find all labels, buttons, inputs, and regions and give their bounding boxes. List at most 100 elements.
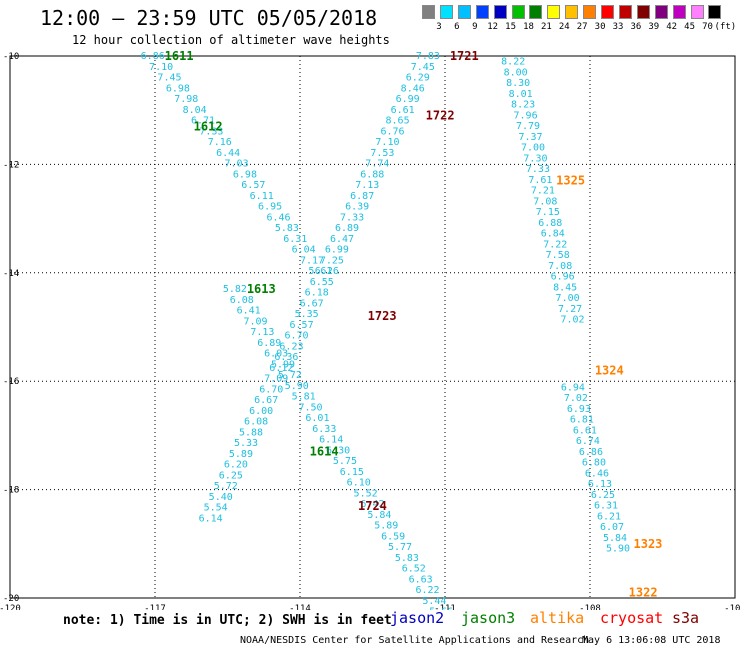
wave-height-value: 7.58: [546, 250, 570, 261]
wave-height-value: 6.29: [406, 73, 430, 84]
wave-height-value: 6.36: [274, 352, 298, 363]
wave-height-value: 7.79: [516, 121, 540, 132]
units-note: note: 1) Time is in UTC; 2) SWH is in fe…: [63, 613, 392, 628]
legend-item-altika: altika: [530, 609, 585, 627]
wave-height-value: 6.08: [230, 295, 254, 306]
wave-height-value: 7.09: [243, 316, 267, 327]
wave-height-value: 6.88: [360, 169, 384, 180]
wave-height-value: 6.46: [585, 468, 609, 479]
colorbar-swatch: [493, 5, 507, 19]
wave-height-value: 8.01: [509, 89, 533, 100]
wave-height-value: 6.11: [250, 191, 274, 202]
wave-height-value: 6.22: [415, 585, 439, 596]
lat-tick-label: -14: [3, 269, 19, 279]
wave-height-value: 6.44: [216, 148, 240, 159]
wave-height-value: 5.90: [285, 381, 309, 392]
wave-height-value: 5.88: [239, 427, 263, 438]
wave-height-value: 6.88: [538, 218, 562, 229]
wave-height-value: 6.33: [312, 424, 336, 435]
wave-height-value: 7.50: [299, 402, 323, 413]
wave-height-value: 6.07: [600, 522, 624, 533]
wave-height-value: 8.65: [386, 116, 410, 127]
wave-height-value: 7.02: [564, 393, 588, 404]
colorbar-tick-label: 21: [540, 22, 552, 32]
wave-height-value: 7.27: [558, 304, 582, 315]
wave-height-value: 6.89: [257, 338, 281, 349]
colorbar-swatch: [439, 5, 453, 19]
legend-item-s3a: s3a: [672, 609, 700, 627]
wave-height-value: 6.47: [330, 234, 354, 245]
colorbar-tick-label: 24: [558, 22, 570, 32]
wave-height-value: 5.77: [388, 542, 412, 553]
wave-height-value: 7.08: [533, 196, 557, 207]
page-title: 12:00 – 23:59 UTC 05/05/2018: [40, 6, 378, 30]
wave-height-value: 7.17: [300, 255, 324, 266]
wave-height-value: 6.59: [381, 531, 405, 542]
wave-height-value: 8.22: [501, 57, 525, 68]
wave-height-value: 7.30: [523, 153, 547, 164]
colorbar-swatch: [457, 5, 471, 19]
colorbar-tick-label: (ft): [714, 22, 737, 32]
wave-height-value: 5.35: [295, 309, 319, 320]
colorbar-swatch: [529, 5, 543, 19]
lon-tick-label: -117: [144, 604, 166, 610]
wave-height-value: 7.13: [355, 180, 379, 191]
wave-height-value: 6.63: [409, 574, 433, 585]
wave-height-value: 6.21: [597, 511, 621, 522]
lon-tick-label: -111: [434, 604, 456, 610]
wave-height-value: 7.15: [536, 207, 560, 218]
wave-height-value: 6.67: [254, 395, 278, 406]
wave-height-value: 5.82: [223, 284, 247, 295]
map-gridlines: [10, 56, 735, 598]
wave-height-value: 6.95: [258, 202, 282, 213]
wave-height-value: 8.00: [504, 67, 528, 78]
wave-height-value: 5.54: [204, 503, 228, 514]
colorbar-tick-label: 70: [702, 22, 713, 32]
colorbar-swatch: [511, 5, 525, 19]
wave-height-value: 6.26: [315, 266, 339, 277]
wave-height-value: 6.31: [594, 501, 618, 512]
wave-height-value: 7.03: [225, 159, 249, 170]
wave-height-value: 5.83: [395, 553, 419, 564]
wave-height-value: 5.33: [234, 438, 258, 449]
wave-height-value: 7.16: [208, 137, 232, 148]
colorbar-swatch: [708, 5, 722, 19]
wave-height-value: 7.61: [528, 175, 552, 186]
wave-height-value: 6.39: [345, 202, 369, 213]
wave-height-value: 7.53: [370, 148, 394, 159]
wave-height-value: 6.00: [249, 406, 273, 417]
wave-height-value: 7.21: [531, 186, 555, 197]
wave-height-value: 6.76: [380, 126, 404, 137]
wave-height-value: 6.14: [319, 435, 343, 446]
legend-item-cryosat: cryosat: [600, 609, 664, 627]
colorbar-swatch: [601, 5, 614, 19]
wave-height-value: 6.13: [588, 479, 612, 490]
wave-height-value: 5.40: [209, 492, 233, 503]
wave-height-value: 6.86: [141, 51, 165, 62]
wave-height-value: 6.30: [326, 445, 350, 456]
wave-height-value: 7.96: [514, 110, 538, 121]
lat-tick-label: -10: [3, 52, 19, 62]
wave-height-value: 7.10: [149, 62, 173, 73]
pass-label: 1322: [629, 586, 658, 600]
wave-height-value: 7.45: [157, 73, 181, 84]
wave-height-value: 7.08: [548, 261, 572, 272]
wave-height-value: 6.52: [402, 564, 426, 575]
wave-height-value: 6.84: [541, 229, 565, 240]
wave-height-value: 6.18: [305, 288, 329, 299]
wave-height-value: 7.45: [411, 62, 435, 73]
lon-tick-label: -108: [579, 604, 601, 610]
wave-height-value: 7.00: [521, 143, 545, 154]
wave-height-value: 5.84: [367, 510, 391, 521]
wave-height-value: 6.67: [300, 298, 324, 309]
wave-height-value: 7.37: [518, 132, 542, 143]
colorbar: 3 6 9 12 15 18 21 24 27 30 33 36 39 42 45 70 (ft): [0, 0, 740, 40]
wave-height-value: 6.80: [582, 458, 606, 469]
lat-tick-label: -16: [3, 377, 19, 387]
colorbar-swatch: [547, 5, 561, 19]
wave-height-value: 7.02: [561, 315, 585, 326]
pass-label: 1723: [368, 309, 397, 323]
map-frame: [9, 55, 736, 599]
wave-height-value: 6.74: [576, 436, 600, 447]
wave-height-value: 6.96: [551, 272, 575, 283]
